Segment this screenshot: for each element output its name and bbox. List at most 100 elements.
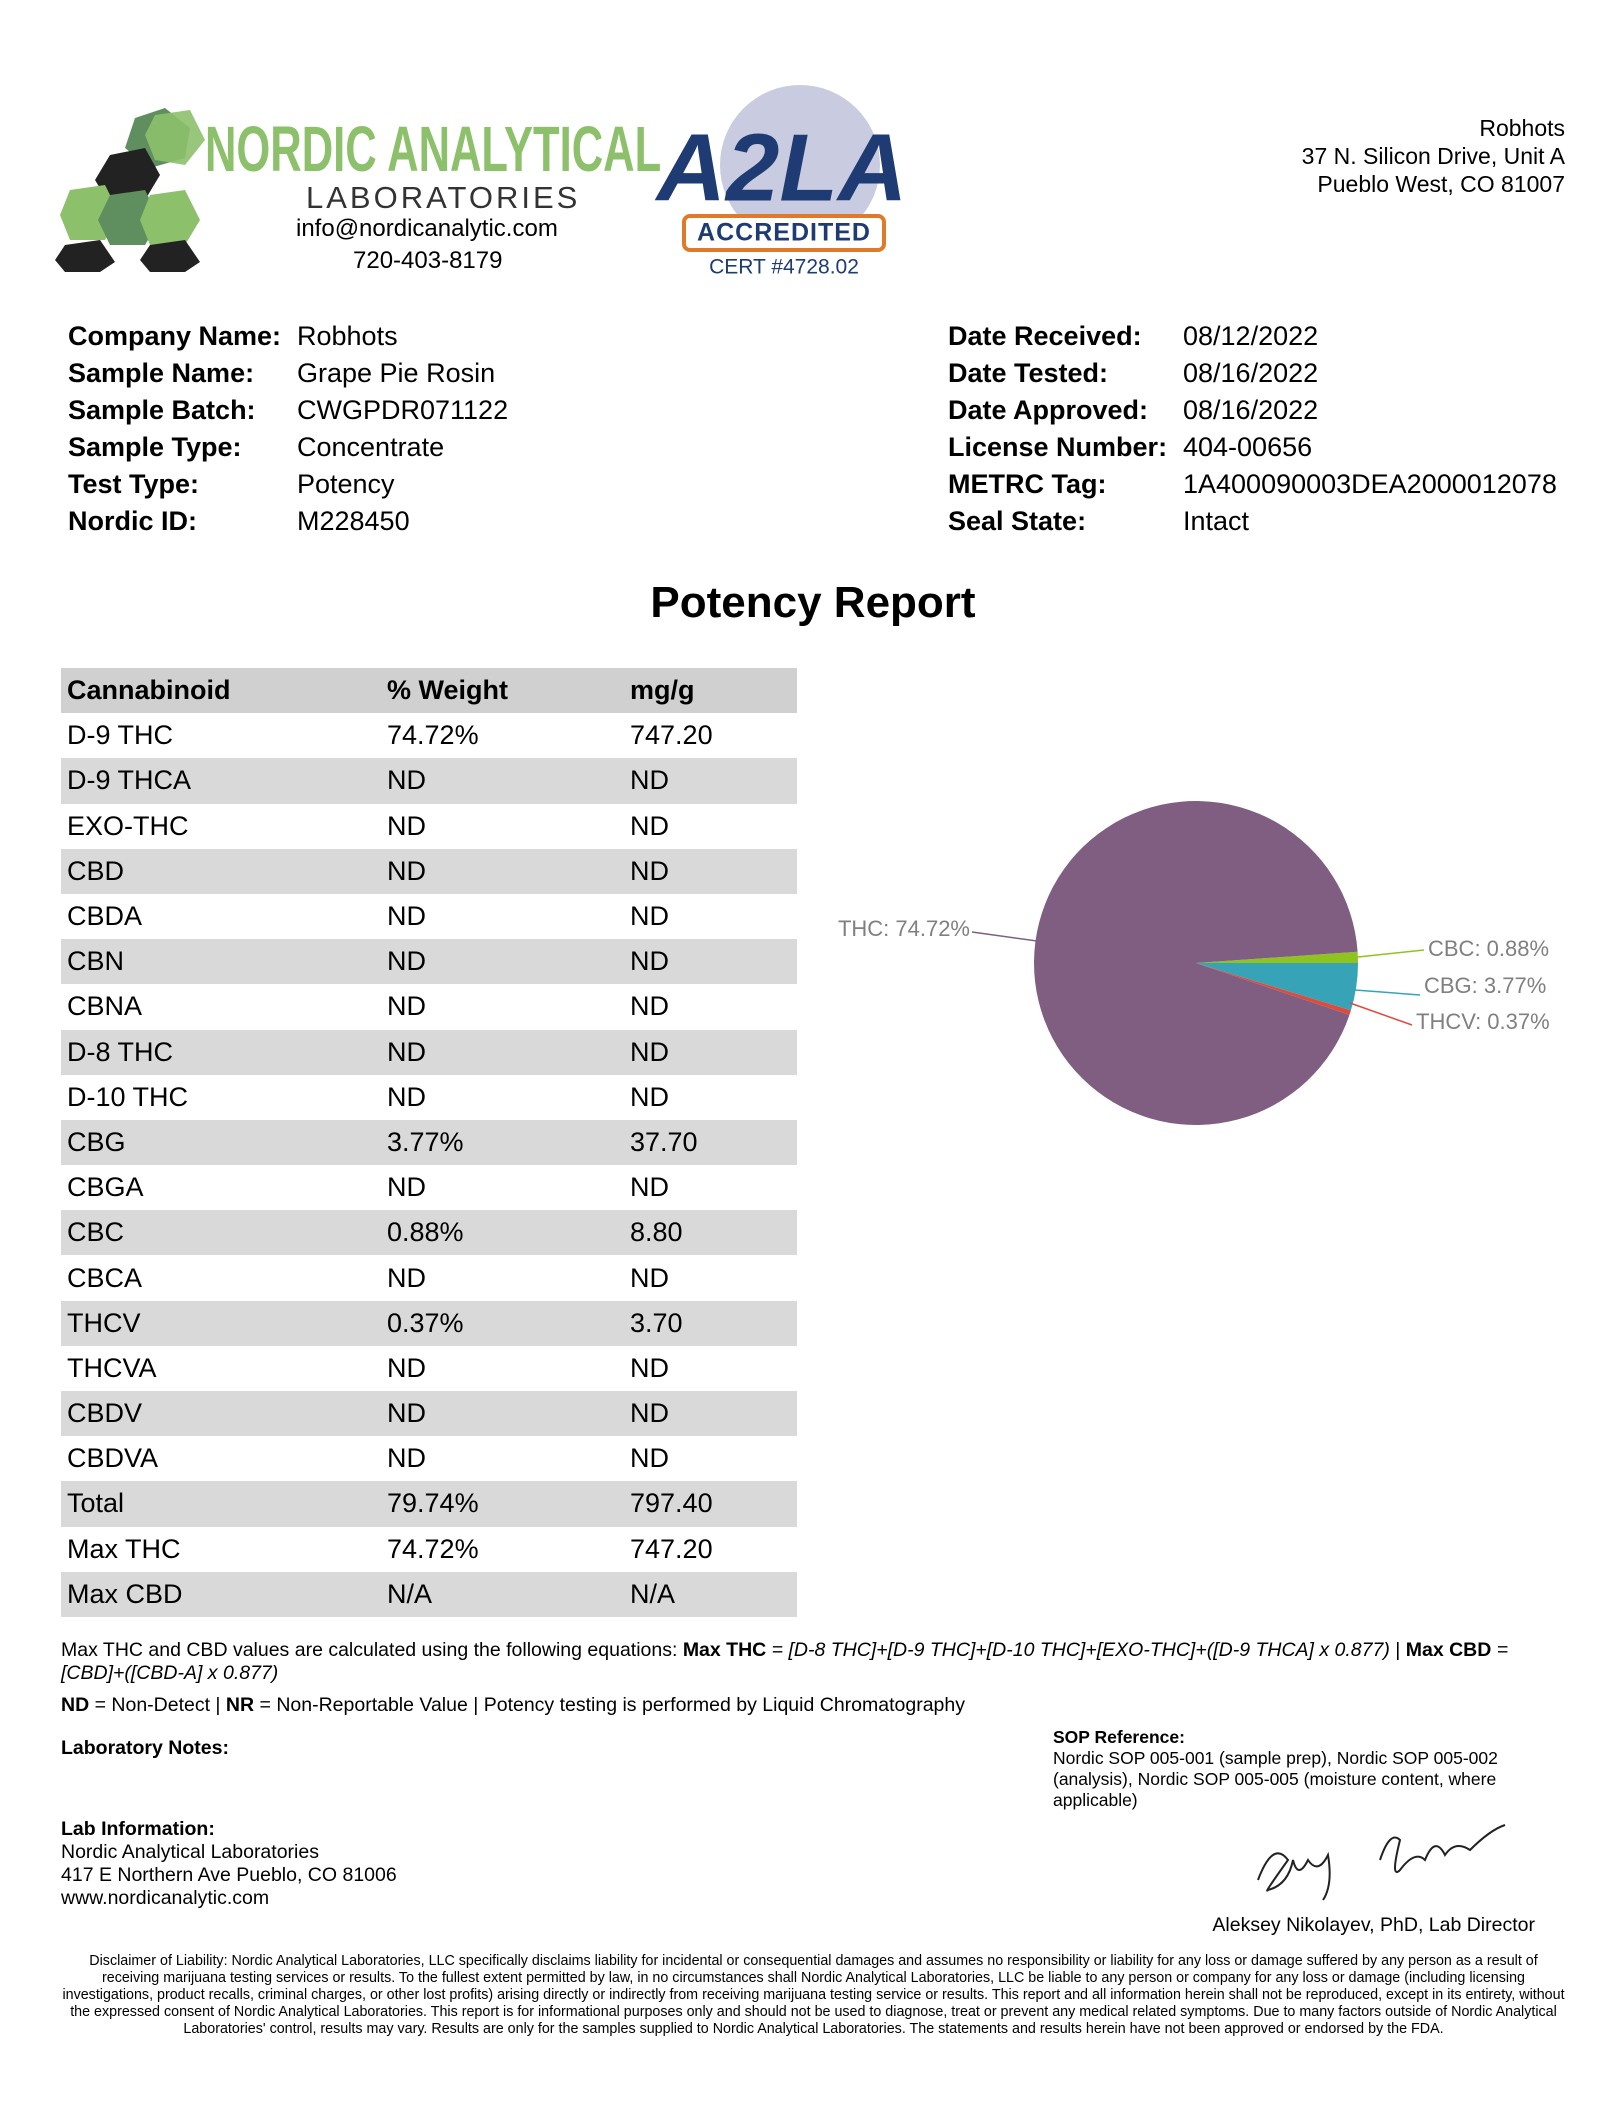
table-cell: 747.20: [630, 1533, 713, 1564]
address-line: Robhots: [1479, 115, 1565, 141]
table-cell: ND: [387, 991, 426, 1022]
table-cell: 797.40: [624, 1481, 797, 1527]
table-row: CBG 3.77% 37.70: [61, 1119, 797, 1166]
legend-part: = Non-Reportable Value | Potency testing…: [254, 1694, 965, 1716]
a2la-mark: A2LA: [655, 114, 908, 221]
table-cell: 0.88%: [381, 1210, 624, 1256]
legend-note: ND = Non-Detect | NR = Non-Reportable Va…: [61, 1694, 965, 1717]
info-row: License Number: 404-00656: [948, 429, 1557, 466]
table-cell: CBN: [61, 939, 381, 985]
leader-line: [1357, 949, 1425, 958]
table-cell: ND: [624, 939, 797, 985]
info-row: Date Tested: 08/16/2022: [948, 355, 1557, 392]
info-value: CWGPDR071122: [297, 395, 509, 425]
info-label: Test Type:: [68, 469, 200, 499]
table-cell: ND: [630, 991, 669, 1022]
info-label: Sample Name:: [68, 358, 255, 388]
disclaimer: Disclaimer of Liability: Nordic Analytic…: [62, 1953, 1565, 2037]
table-cell: ND: [624, 758, 797, 804]
info-row: Sample Name: Grape Pie Rosin: [68, 355, 508, 392]
info-label: Company Name:: [68, 321, 282, 351]
table-cell: CBDVA: [67, 1443, 159, 1474]
table-cell: ND: [387, 1352, 426, 1383]
table-cell: ND: [381, 758, 624, 804]
table-cell: 74.72%: [387, 720, 479, 751]
info-value: Concentrate: [297, 432, 445, 462]
info-value: 1A400090003DEA2000012078: [1183, 469, 1557, 499]
table-cell: ND: [381, 1391, 624, 1437]
equation-part: = [D-8 THC]+[D-9 THC]+[D-10 THC]+[EXO-TH…: [766, 1639, 1390, 1661]
table-cell: D-10 THC: [67, 1081, 189, 1112]
info-value: 08/16/2022: [1183, 395, 1319, 425]
table-cell: ND: [381, 1029, 624, 1075]
sop: SOP Reference: Nordic SOP 005-001 (sampl…: [1053, 1727, 1553, 1811]
info-row: Date Approved: 08/16/2022: [948, 392, 1557, 429]
table-row: CBGA ND ND: [61, 1165, 797, 1210]
equation-part: Max THC: [682, 1639, 767, 1661]
info-value: Potency: [297, 469, 395, 499]
table-row: D-9 THC 74.72% 747.20: [61, 713, 797, 758]
info-label: Sample Type:: [68, 432, 242, 462]
table-cell: 3.77%: [381, 1119, 624, 1166]
info-label: Date Received:: [948, 321, 1142, 351]
logo-phone: 720-403-8179: [353, 247, 503, 274]
table-cell: ND: [387, 1262, 426, 1293]
info-value: M228450: [297, 506, 410, 536]
info-label: Date Tested:: [948, 358, 1109, 388]
table-cell: THCV: [61, 1300, 381, 1346]
report-title: Potency Report: [650, 578, 976, 627]
address-line: Pueblo West, CO 81007: [1317, 171, 1565, 197]
table-row: THCVA ND ND: [61, 1346, 797, 1391]
signature: [1257, 1824, 1506, 1901]
info-value: 404-00656: [1183, 432, 1313, 462]
table-row: CBC 0.88% 8.80: [61, 1210, 797, 1256]
a2la-badge: ACCREDITED: [697, 219, 871, 247]
equation-part: Max CBD: [1405, 1639, 1492, 1661]
info-right: Date Received: 08/12/2022 Date Tested: 08/1…: [948, 318, 1557, 540]
pie-slice: [1196, 963, 1358, 1011]
table-cell: ND: [387, 901, 426, 932]
info-row: Nordic ID: M228450: [68, 503, 508, 540]
table-cell: ND: [387, 1081, 426, 1112]
info-label: Nordic ID:: [68, 506, 198, 536]
table-cell: ND: [387, 1443, 426, 1474]
lab-info-line: Nordic Analytical Laboratories: [61, 1841, 319, 1863]
leader-line: [971, 931, 1038, 942]
info-left: Company Name: Robhots Sample Name: Grape Pi…: [68, 318, 508, 540]
client-address: Robhots 37 N. Silicon Drive, Unit A Pueblo…: [1302, 114, 1565, 198]
table-cell: D-9 THCA: [61, 758, 381, 804]
slice-label: CBC: 0.88%: [1428, 936, 1549, 961]
table-cell: ND: [381, 848, 624, 894]
pie-slice: [1034, 801, 1358, 1125]
table-row: CBN ND ND: [61, 939, 797, 985]
table-cell: 747.20: [630, 720, 713, 751]
table-row: D-10 THC ND ND: [61, 1075, 797, 1120]
equation-part: = [CBD]+([CBD-A] x 0.877): [61, 1639, 1509, 1684]
table-cell: ND: [624, 1391, 797, 1437]
table-cell: CBCA: [67, 1262, 143, 1293]
leader-line: [1354, 989, 1421, 996]
info-value: Grape Pie Rosin: [297, 358, 496, 388]
leader-line: [1349, 1002, 1413, 1026]
table-cell: Total: [61, 1481, 381, 1527]
table-row: D-8 THC ND ND: [61, 1029, 797, 1075]
table-cell: ND: [624, 1029, 797, 1075]
pie-slice: [1196, 951, 1358, 963]
info-row: Sample Batch: CWGPDR071122: [68, 392, 508, 429]
table-cell: 0.37%: [381, 1300, 624, 1346]
header-cell: Cannabinoid: [61, 668, 381, 714]
table-row: CBDV ND ND: [61, 1391, 797, 1437]
table-cell: CBG: [61, 1119, 381, 1166]
table-cell: 8.80: [624, 1210, 797, 1256]
equation-part: Max THC and CBD values are calculated us…: [61, 1639, 683, 1661]
table-cell: ND: [624, 848, 797, 894]
info-value: Intact: [1183, 506, 1250, 536]
info-row: METRC Tag: 1A400090003DEA2000012078: [948, 466, 1557, 503]
table-cell: CBC: [61, 1210, 381, 1256]
table-cell: CBGA: [67, 1172, 144, 1203]
table-cell: N/A: [624, 1571, 797, 1617]
table-cell: ND: [387, 1172, 426, 1203]
info-label: Date Approved:: [948, 395, 1149, 425]
lab-info-line: 417 E Northern Ave Pueblo, CO 81006: [61, 1864, 397, 1886]
